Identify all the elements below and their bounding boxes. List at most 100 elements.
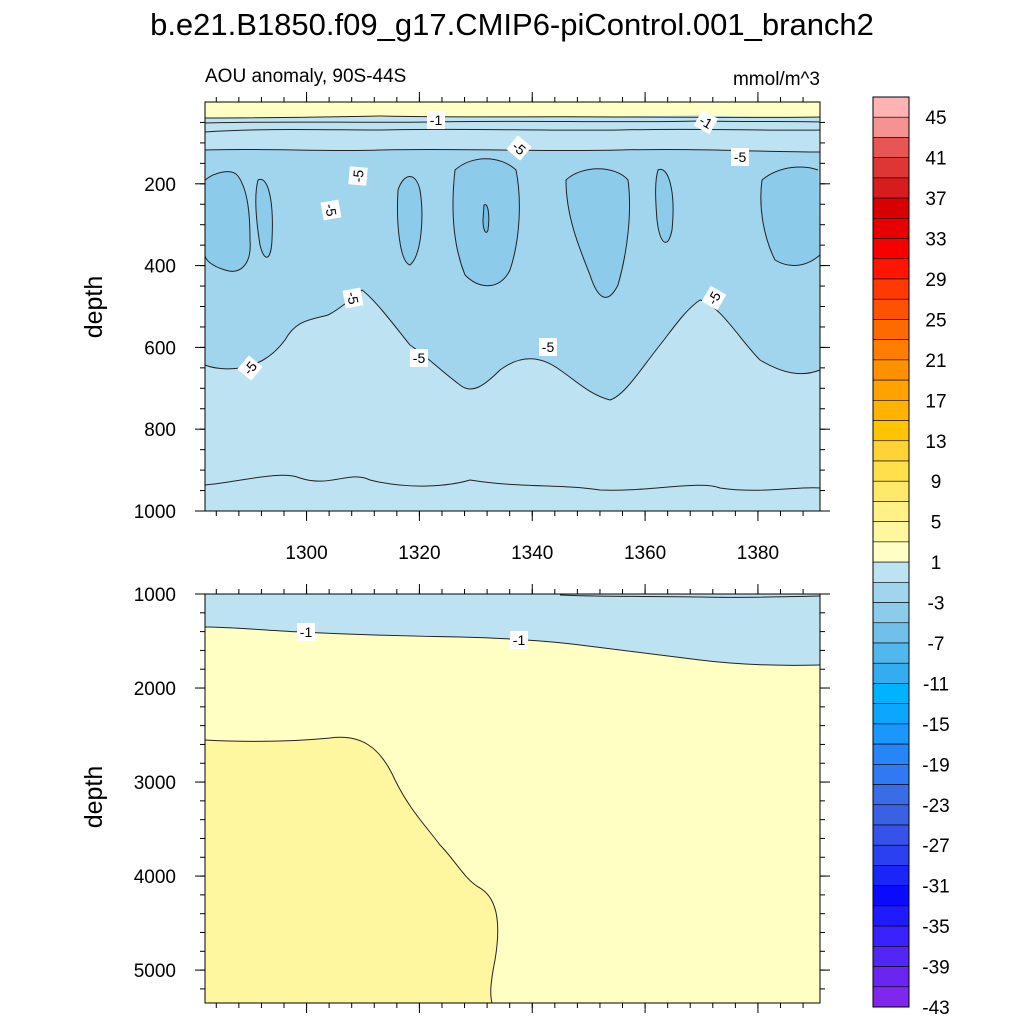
colorbar-swatch <box>872 642 910 664</box>
colorbar-tick-label: -35 <box>922 917 949 938</box>
top-x-tick-label: 1340 <box>511 543 553 564</box>
bottom-axes: 1000 2000 3000 4000 5000 <box>134 584 830 1013</box>
top-contour-label: -5 <box>322 202 340 217</box>
bottom-contour-label: -1 <box>300 624 313 640</box>
colorbar-swatch <box>872 177 910 199</box>
colorbar-swatch <box>872 784 910 806</box>
top-y-tick-label: 600 <box>144 338 176 359</box>
top-contour-labels: -1 -1 -5 -5 -5 -5 -5 -5 -5 -5 -5 <box>237 109 749 381</box>
colorbar-swatch <box>872 582 910 603</box>
top-y-tick-label: 400 <box>144 257 176 278</box>
colorbar-tick-label: 1 <box>931 553 942 574</box>
colorbar-swatch <box>872 440 910 462</box>
colorbar-swatch <box>872 400 910 421</box>
colorbar-swatch <box>872 865 910 886</box>
colorbar-swatch <box>872 824 910 846</box>
colorbar-tick-label: -27 <box>922 836 949 857</box>
top-subtitle-right: mmol/m^3 <box>733 69 820 90</box>
colorbar-tick-label: 37 <box>925 189 946 210</box>
colorbar-tick-label: 21 <box>925 351 946 372</box>
colorbar-tick-label: 33 <box>925 230 946 251</box>
top-contour-label: -5 <box>349 169 366 183</box>
top-subtitle-left: AOU anomaly, 90S-44S <box>205 66 406 87</box>
top-x-tick-label: 1380 <box>737 543 779 564</box>
colorbar-swatch <box>872 480 910 502</box>
colorbar-swatch <box>872 339 910 361</box>
bottom-y-tick-label: 3000 <box>134 773 176 794</box>
colorbar-swatch <box>872 116 910 138</box>
colorbar-swatch <box>872 946 910 967</box>
colorbar-tick-label: 9 <box>931 472 942 493</box>
top-fill-neg11-e <box>566 168 630 298</box>
colorbar-tick-label: -7 <box>928 634 945 655</box>
top-fill-neg11-f <box>655 169 674 243</box>
colorbar-tick-label: 13 <box>925 432 946 453</box>
top-fill-neg11-a <box>205 171 251 272</box>
colorbar-swatch <box>872 905 910 927</box>
colorbar-swatch <box>872 844 910 866</box>
bottom-ylabel: depth <box>80 766 108 829</box>
top-fill-neg3-bottom <box>205 475 820 511</box>
top-fill-neg11-c <box>397 176 422 265</box>
colorbar-swatch <box>872 278 910 300</box>
colorbar-swatch <box>872 723 910 745</box>
colorbar-swatch <box>872 501 910 522</box>
colorbar-tick-label: 25 <box>925 310 946 331</box>
bottom-y-tick-label: 4000 <box>134 867 176 888</box>
colorbar-swatch <box>872 238 910 260</box>
colorbar-swatch <box>872 925 910 947</box>
colorbar-swatch <box>872 703 910 725</box>
colorbar-tick-label: 17 <box>925 391 946 412</box>
top-x-tick-label: 1360 <box>624 543 666 564</box>
colorbar-tick-label: 29 <box>925 270 946 291</box>
top-contour-label: -5 <box>734 149 747 165</box>
figure-title: b.e21.B1850.f09_g17.CMIP6-piControl.001_… <box>150 7 874 42</box>
top-fill-neg15 <box>483 204 489 233</box>
colorbar-swatch <box>872 885 910 907</box>
colorbar-swatch <box>872 137 910 158</box>
colorbar-swatch <box>872 622 910 644</box>
colorbar-tick-label: -3 <box>928 594 945 615</box>
colorbar-tick-label: 5 <box>931 513 942 534</box>
bottom-y-tick-label: 5000 <box>134 961 176 982</box>
top-panel: AOU anomaly, 90S-44S mmol/m^3 <box>80 66 830 564</box>
colorbar-swatch <box>872 662 910 684</box>
colorbar-swatch <box>872 764 910 785</box>
colorbar-swatch <box>872 96 910 118</box>
colorbar-swatch <box>872 683 910 704</box>
colorbar-tick-label: 41 <box>925 149 946 170</box>
colorbar-tick-label: -11 <box>923 674 949 695</box>
bottom-contour-label: -1 <box>513 632 526 648</box>
colorbar-swatch <box>872 359 910 381</box>
top-y-tick-label: 800 <box>144 420 176 441</box>
colorbar-swatch <box>872 197 910 219</box>
colorbar-tick-label: -43 <box>922 998 949 1019</box>
colorbar-swatch <box>872 602 910 624</box>
colorbar-tick-label: -39 <box>922 958 949 979</box>
colorbar-swatch <box>872 966 910 988</box>
colorbar-swatch <box>872 258 910 280</box>
colorbar-swatch <box>872 218 910 239</box>
colorbar-swatch <box>872 319 910 340</box>
colorbar-swatch <box>872 420 910 442</box>
bottom-y-tick-label: 1000 <box>134 585 176 606</box>
colorbar-swatch <box>872 157 910 179</box>
bottom-fill-neg3 <box>205 594 820 666</box>
colorbar-tick-label: -15 <box>922 715 949 736</box>
colorbar-swatch <box>872 561 910 583</box>
bottom-fill-pos5 <box>205 737 498 1003</box>
top-contour-label: -5 <box>344 290 362 305</box>
top-x-tick-label: 1300 <box>285 543 327 564</box>
top-axes: 1300 1320 1340 1360 1380 200 400 600 800 1000 <box>134 92 830 564</box>
colorbar-swatch <box>872 460 910 482</box>
top-fill-neg11-b <box>255 179 273 258</box>
top-contour-label: -5 <box>542 339 555 355</box>
top-fill-pos1 <box>205 102 820 118</box>
colorbar-tick-label: 45 <box>925 108 946 129</box>
top-y-tick-label: 1000 <box>134 502 176 523</box>
top-fill-neg11-g <box>760 167 820 266</box>
colorbar-swatch <box>872 743 910 765</box>
bottom-contour-labels: -1 -1 <box>297 623 528 649</box>
top-y-tick-label: 200 <box>144 175 176 196</box>
